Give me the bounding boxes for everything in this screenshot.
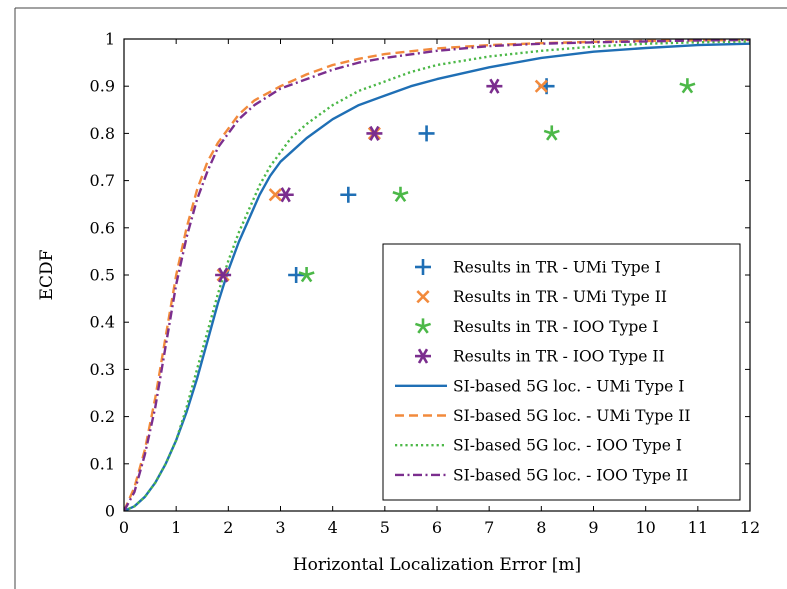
y-tick-label: 0.1 [90, 454, 115, 473]
x-tick-label: 8 [536, 518, 546, 537]
legend-label: SI-based 5G loc. - UMi Type I [453, 377, 684, 395]
legend-marker-4 [415, 348, 431, 364]
legend-marker-2 [416, 290, 430, 304]
legend-label: Results in TR - UMi Type I [453, 259, 661, 277]
scatter-point-2 [534, 79, 548, 93]
scatter-point-4 [215, 267, 232, 283]
x-tick-label: 2 [223, 518, 233, 537]
y-tick-label: 0.5 [90, 266, 115, 285]
scatter-point-2 [268, 188, 282, 202]
axis-ticks: 0 1 2 3 4 5 6 7 8 9 10 11 1200.10.20.30.40.50.60.70.… [90, 30, 761, 538]
y-tick-label: 1 [105, 30, 115, 49]
y-tick-label: 0.8 [90, 124, 115, 143]
scatter-point-3 [679, 78, 696, 94]
line-series-4 [124, 39, 750, 511]
scatter-point-3 [392, 186, 409, 202]
scatter-point-4 [366, 125, 383, 141]
y-tick-label: 0.6 [90, 218, 115, 237]
y-axis-label: ECDF [37, 249, 57, 300]
scatter-markers-group [215, 78, 696, 283]
y-tick-label: 0.4 [90, 313, 115, 332]
scatter-point-4 [277, 187, 294, 203]
legend-marker-1 [415, 259, 431, 275]
plot-frame [123, 38, 751, 512]
x-tick-label: 7 [484, 518, 494, 537]
x-tick-label: 1 [171, 518, 181, 537]
legend-marker-3 [414, 318, 432, 334]
legend-label: Results in TR - UMi Type II [453, 288, 667, 306]
line-series-1 [124, 42, 750, 511]
scatter-point-3 [543, 125, 560, 141]
scatter-point-1 [288, 267, 305, 283]
x-tick-label: 6 [432, 518, 442, 537]
x-tick-label: 11 [688, 518, 708, 537]
legend: Results in TR - UMi Type I Results in TR … [382, 243, 741, 501]
legend-box [382, 243, 741, 501]
legend-label: SI-based 5G loc. - UMi Type II [453, 407, 690, 425]
y-tick-label: 0.9 [90, 77, 115, 96]
scatter-point-1 [418, 125, 435, 142]
y-tick-label: 0.7 [90, 171, 115, 190]
line-series-2 [124, 39, 750, 511]
x-tick-label: 4 [328, 518, 338, 537]
x-axis-label: Horizontal Localization Error [m] [293, 555, 581, 575]
x-tick-label: 12 [740, 518, 760, 537]
scatter-point-1 [340, 186, 357, 203]
x-tick-label: 9 [588, 518, 598, 537]
legend-label: Results in TR - IOO Type I [453, 318, 659, 336]
legend-label: SI-based 5G loc. - IOO Type II [453, 466, 688, 484]
x-tick-label: 10 [635, 518, 655, 537]
scatter-point-3 [298, 267, 315, 283]
legend-label: SI-based 5G loc. - IOO Type I [453, 437, 682, 455]
scatter-point-4 [486, 78, 503, 94]
y-tick-label: 0.3 [90, 360, 115, 379]
x-tick-label: 0 [119, 518, 129, 537]
x-tick-label: 3 [275, 518, 285, 537]
y-tick-label: 0.2 [90, 407, 115, 426]
line-series-3 [124, 40, 750, 511]
legend-label: Results in TR - IOO Type II [453, 348, 665, 366]
line-series-group [124, 39, 750, 511]
x-tick-label: 5 [380, 518, 390, 537]
y-tick-label: 0 [105, 502, 115, 521]
